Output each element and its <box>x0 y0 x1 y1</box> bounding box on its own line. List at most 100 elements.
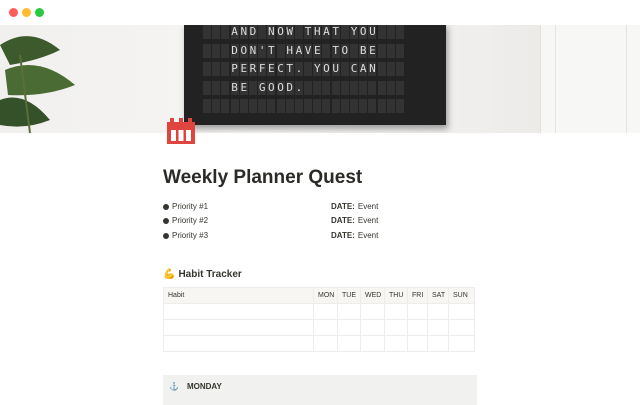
flap-cell: E <box>239 62 248 76</box>
table-cell[interactable] <box>448 335 475 352</box>
plant-image <box>0 36 75 133</box>
flap-cell: C <box>350 62 358 76</box>
flap-cell <box>386 43 395 58</box>
flap-cell: O <box>276 80 285 95</box>
column-header[interactable]: Habit <box>163 287 314 304</box>
flap-cell <box>276 43 285 58</box>
table-row <box>163 335 475 352</box>
flap-cell <box>386 62 395 76</box>
table-cell[interactable] <box>163 335 314 352</box>
table-cell[interactable] <box>313 303 338 320</box>
maximize-button[interactable] <box>35 8 44 17</box>
date-value: Event <box>357 202 379 211</box>
table-cell[interactable] <box>407 319 428 336</box>
window-titlebar <box>0 0 640 25</box>
column-header[interactable]: TUE <box>337 287 361 304</box>
table-cell[interactable] <box>427 319 449 336</box>
column-header[interactable]: FRI <box>407 287 428 304</box>
priority-item[interactable]: Priority #2 <box>163 216 208 225</box>
flap-cell <box>221 80 230 95</box>
flap-cell: N <box>239 25 248 39</box>
table-cell[interactable] <box>448 319 475 336</box>
flap-cell <box>230 99 239 113</box>
flap-cell <box>377 25 386 39</box>
table-cell[interactable] <box>407 303 428 320</box>
flap-cell: N <box>248 43 257 58</box>
table-cell[interactable] <box>163 303 314 320</box>
priority-label: Priority #2 <box>172 216 209 225</box>
date-value: Event <box>357 216 379 225</box>
table-cell[interactable] <box>337 319 361 336</box>
flap-cell <box>267 99 276 113</box>
table-cell[interactable] <box>313 319 338 336</box>
split-flap-board: A N D N O W T H A T Y O U D O N ' T H A V E T O B E P E R F E C T. Y O U C A N… <box>184 25 446 125</box>
table-cell[interactable] <box>337 335 361 352</box>
table-cell[interactable] <box>360 319 385 336</box>
day-section-monday[interactable]: ⚓ MONDAY <box>163 375 477 405</box>
flap-cell <box>221 25 230 39</box>
flap-cell <box>212 99 221 113</box>
table-cell[interactable] <box>427 335 449 352</box>
flap-cell: T <box>304 25 313 39</box>
table-cell[interactable] <box>427 303 449 320</box>
flap-cell: O <box>239 43 248 58</box>
table-cell[interactable] <box>448 303 475 320</box>
flap-cell <box>395 62 404 76</box>
flap-cell: O <box>340 43 349 58</box>
priority-date[interactable]: DATE: Event <box>331 202 378 211</box>
flap-cell <box>304 99 313 113</box>
flap-cell: N <box>368 62 377 76</box>
anchor-icon: ⚓ <box>169 382 179 391</box>
table-cell[interactable] <box>360 335 385 352</box>
flap-cell <box>386 80 395 95</box>
priority-item[interactable]: Priority #1 <box>163 202 208 211</box>
flap-cell <box>350 43 358 58</box>
column-header[interactable]: WED <box>360 287 385 304</box>
column-header[interactable]: THU <box>384 287 408 304</box>
column-header[interactable]: SAT <box>427 287 449 304</box>
flap-cell <box>212 43 221 58</box>
flap-cell: E <box>368 43 377 58</box>
table-cell[interactable] <box>360 303 385 320</box>
flap-cell: . <box>294 62 303 76</box>
flap-cell: V <box>304 43 313 58</box>
flap-cell: Y <box>313 62 322 76</box>
flap-cell <box>395 99 404 113</box>
table-cell[interactable] <box>407 335 428 352</box>
flap-cell <box>203 43 211 58</box>
flap-cell <box>331 99 340 113</box>
priority-date[interactable]: DATE: Event <box>331 216 378 225</box>
flap-cell <box>304 62 313 76</box>
table-cell[interactable] <box>384 303 408 320</box>
close-button[interactable] <box>9 8 18 17</box>
table-cell[interactable] <box>163 319 314 336</box>
flap-cell: D <box>285 80 294 95</box>
priority-item[interactable]: Priority #3 <box>163 231 208 240</box>
cover-image: A N D N O W T H A T Y O U D O N ' T H A V E T O B E P E R F E C T. Y O U C A N… <box>0 25 640 133</box>
flap-cell <box>386 99 395 113</box>
flap-cell: T <box>331 43 340 58</box>
flap-cell: Y <box>350 25 358 39</box>
table-cell[interactable] <box>384 319 408 336</box>
table-cell[interactable] <box>384 335 408 352</box>
flap-cell <box>313 99 322 113</box>
table-cell[interactable] <box>313 335 338 352</box>
table-row <box>163 319 475 336</box>
flap-cell <box>239 99 248 113</box>
flap-cell: E <box>239 80 248 95</box>
flap-cell <box>377 80 386 95</box>
flap-cell <box>276 99 285 113</box>
flap-cell <box>377 99 386 113</box>
minimize-button[interactable] <box>22 8 31 17</box>
flexed-biceps-icon: 💪 <box>163 269 176 280</box>
date-label: DATE: <box>331 202 355 211</box>
door-image <box>540 25 640 133</box>
flap-cell <box>340 80 349 95</box>
habit-table: Habit MON TUE WED THU FRI SAT SUN <box>163 287 475 352</box>
priority-date[interactable]: DATE: Event <box>331 231 378 240</box>
flap-cell: B <box>359 43 368 58</box>
flap-cell <box>304 80 313 95</box>
column-header[interactable]: SUN <box>448 287 475 304</box>
table-cell[interactable] <box>337 303 361 320</box>
column-header[interactable]: MON <box>313 287 338 304</box>
